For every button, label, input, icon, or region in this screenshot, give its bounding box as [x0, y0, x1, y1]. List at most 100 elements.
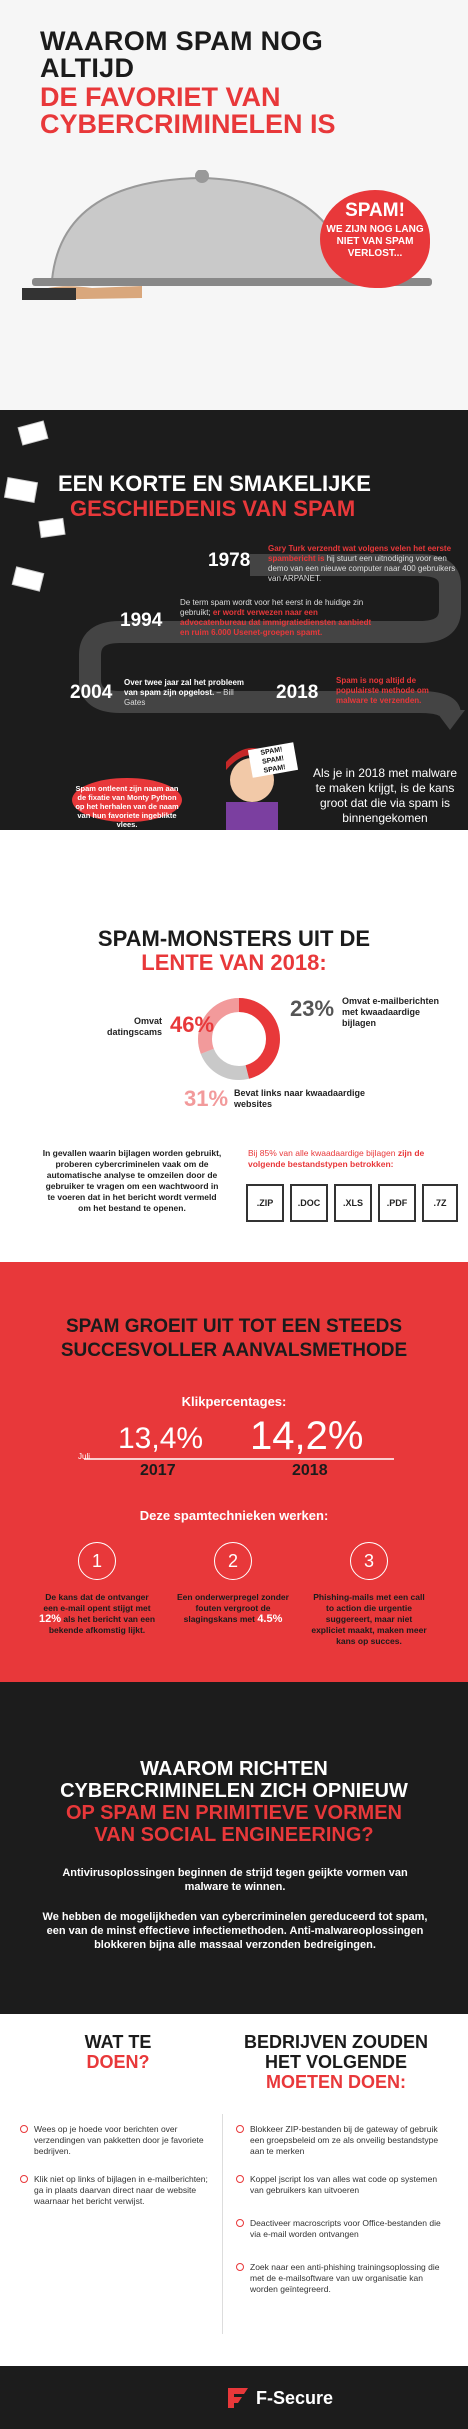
attachments-intro-bold: zijn de volgende bestandstypen betrokken…	[248, 1148, 425, 1169]
cloche-illustration	[22, 170, 432, 300]
footer: F-Secure	[0, 2366, 468, 2429]
companies-title-line1: BEDRIJVEN ZOUDEN HET VOLGENDE	[243, 2032, 429, 2072]
year-2004: 2004	[70, 682, 113, 703]
july-label: Juli	[78, 1452, 91, 1461]
monsters-title-line1: SPAM-MONSTERS UIT DE	[97, 926, 371, 951]
growth-title-line1: SPAM GROEIT UIT TOT EEN STEEDS	[65, 1316, 403, 1337]
bullet-icon	[20, 2125, 28, 2133]
spam-bubble-title: SPAM!	[345, 200, 405, 221]
year-label-2017: 2017	[140, 1462, 176, 1479]
file-xls: .XLS	[334, 1184, 372, 1222]
why-title-line1: WAAROM RICHTEN	[140, 1758, 328, 1780]
technique-2-text-a: Een onderwerpregel zonder fouten vergroo…	[177, 1592, 289, 1624]
technique-1-text-b: als het bericht van een bekende afkomsti…	[48, 1614, 156, 1635]
why-title-line3: OP SPAM EN PRIMITIEVE VORMEN	[66, 1802, 402, 1824]
technique-3-text: Phishing-mails met een call to action di…	[311, 1592, 427, 1646]
year-1994: 1994	[120, 610, 163, 631]
history-title-line2: GESCHIEDENIS VAN SPAM	[70, 496, 356, 521]
file-zip: .ZIP	[246, 1184, 284, 1222]
right-item-4: Zoek naar een anti-phishing trainingsopl…	[236, 2262, 450, 2295]
history-section: EEN KORTE EN SMAKELIJKE GESCHIEDENIS VAN…	[0, 410, 468, 830]
stat-label-links: Bevat links naar kwaadaardige websites	[234, 1088, 366, 1109]
malware-text: Als je in 2018 met malware te maken krij…	[312, 766, 458, 825]
stat-label-dating: Omvat datingscams	[106, 1016, 162, 1037]
why-paragraph-2: We hebben de mogelijkheden van cybercrim…	[42, 1911, 428, 1951]
donut-segment-links	[198, 998, 280, 1080]
left-item-2: Klik niet op links of bijlagen in e-mail…	[20, 2174, 210, 2207]
growth-section: SPAM GROEIT UIT TOT EEN STEEDS SUCCESVOL…	[0, 1262, 468, 1682]
hero-title-line1: WAAROM SPAM NOG ALTIJD	[40, 26, 323, 83]
left-item-1: Wees op je hoede voor berichten over ver…	[20, 2124, 210, 2157]
technique-1-number: 1	[78, 1542, 116, 1580]
technique-2-highlight: 4.5%	[257, 1613, 283, 1625]
why-paragraph-1: Antivirusoplossingen beginnen de strijd …	[62, 1867, 408, 1893]
event-1994-bold: er wordt verwezen naar een advocatenbure…	[180, 608, 372, 637]
file-pdf: .PDF	[378, 1184, 416, 1222]
event-1978: Gary Turk verzendt wat volgens velen het…	[268, 544, 458, 584]
monsters-section: SPAM-MONSTERS UIT DE LENTE VAN 2018: Omv…	[0, 830, 468, 1262]
bullet-icon	[20, 2175, 28, 2183]
event-2004-bold: Over twee jaar zal het probleem van spam…	[124, 678, 245, 697]
why-title-line2: CYBERCRIMINELEN ZICH OPNIEUW	[60, 1780, 408, 1802]
actions-section: WAT TE DOEN? BEDRIJVEN ZOUDEN HET VOLGEN…	[0, 2014, 468, 2366]
attachments-paragraph: In gevallen waarin bijlagen worden gebru…	[42, 1148, 222, 1213]
monsters-donut-chart	[198, 998, 280, 1080]
brand-name: F-Secure	[256, 2388, 334, 2408]
left-item-1-text: Wees op je hoede voor berichten over ver…	[34, 2124, 204, 2156]
left-item-2-text: Klik niet op links of bijlagen in e-mail…	[34, 2174, 208, 2206]
stat-label-attachments: Omvat e-mailberichten met kwaadaardige b…	[342, 996, 440, 1028]
what-to-do-title-line2: DOEN?	[86, 2052, 150, 2072]
spam-bubble-text: WE ZIJN NOG LANG NIET VAN SPAM VERLOST..…	[326, 224, 424, 259]
event-2018: Spam is nog altijd de populairste method…	[336, 676, 456, 706]
donut-segment-attachments	[198, 998, 280, 1080]
monty-python-bubble: Spam ontleent zijn naam aan de fixatie v…	[72, 778, 182, 829]
technique-1-text: De kans dat de ontvanger een e-mail open…	[37, 1592, 157, 1636]
technique-3-number: 3	[350, 1542, 388, 1580]
timeline-road	[3, 420, 465, 730]
why-title-line4: VAN SOCIAL ENGINEERING?	[94, 1824, 374, 1846]
year-2018: 2018	[276, 682, 319, 703]
bullet-icon	[236, 2125, 244, 2133]
stat-num-links: 31%	[184, 1086, 229, 1111]
year-label-2018: 2018	[292, 1462, 328, 1479]
bullet-icon	[236, 2219, 244, 2227]
event-2004-text: – Bill Gates	[124, 688, 234, 707]
right-item-3: Deactiveer macroscripts voor Office-best…	[236, 2218, 450, 2240]
monsters-title-line2: LENTE VAN 2018:	[141, 950, 327, 975]
hero-section: WAAROM SPAM NOG ALTIJD DE FAVORIET VAN C…	[0, 0, 468, 410]
file-doc: .DOC	[290, 1184, 328, 1222]
right-item-1-text: Blokkeer ZIP-bestanden bij de gateway of…	[250, 2124, 439, 2156]
click-rate-label: Klikpercentages:	[181, 1394, 287, 1409]
event-1978-text: hij stuurt een uitnodiging voor een demo…	[268, 554, 456, 583]
event-1978-bold: Gary Turk verzendt wat volgens velen het…	[268, 544, 452, 563]
f-secure-logo-icon	[228, 2388, 248, 2408]
stat-num-attachments: 23%	[290, 996, 335, 1021]
file-7z: .7Z	[422, 1184, 458, 1222]
bullet-icon	[236, 2263, 244, 2271]
attachments-intro-text: Bij 85% van alle kwaadaardige bijlagen	[248, 1148, 396, 1158]
spam-bubble: SPAM! WE ZIJN NOG LANG NIET VAN SPAM VER…	[320, 190, 430, 288]
technique-1-highlight: 12%	[38, 1613, 61, 1625]
right-item-1: Blokkeer ZIP-bestanden bij de gateway of…	[236, 2124, 450, 2157]
what-to-do-title-line1: WAT TE	[84, 2032, 152, 2052]
event-2018-text: Spam is nog altijd de populairste method…	[336, 676, 429, 705]
techniques-label: Deze spamtechnieken werken:	[139, 1508, 329, 1523]
technique-2-number: 2	[214, 1542, 252, 1580]
column-divider	[222, 2114, 223, 2334]
year-1978: 1978	[208, 550, 251, 571]
bullet-icon	[236, 2175, 244, 2183]
event-1994-text: De term spam wordt voor het eerst in de …	[180, 598, 364, 617]
technique-2-text: Een onderwerpregel zonder fouten vergroo…	[173, 1592, 293, 1625]
event-1994: De term spam wordt voor het eerst in de …	[180, 598, 380, 638]
history-title-line1: EEN KORTE EN SMAKELIJKE	[58, 471, 371, 496]
stat-num-dating: 46%	[170, 1012, 215, 1037]
right-item-2: Koppel jscript los van alles wat code op…	[236, 2174, 450, 2196]
growth-title-line2: SUCCESVOLLER AANVALSMETHODE	[60, 1340, 408, 1361]
attachments-intro: Bij 85% van alle kwaadaardige bijlagen z…	[248, 1148, 448, 1170]
technique-1-text-a: De kans dat de ontvanger een e-mail open…	[43, 1592, 151, 1613]
right-item-3-text: Deactiveer macroscripts voor Office-best…	[250, 2218, 441, 2239]
right-item-4-text: Zoek naar een anti-phishing trainingsopl…	[250, 2262, 440, 2294]
right-item-2-text: Koppel jscript los van alles wat code op…	[250, 2174, 438, 2195]
click-rate-2017: 13,4%	[118, 1422, 204, 1455]
event-2004: Over twee jaar zal het probleem van spam…	[124, 678, 254, 708]
